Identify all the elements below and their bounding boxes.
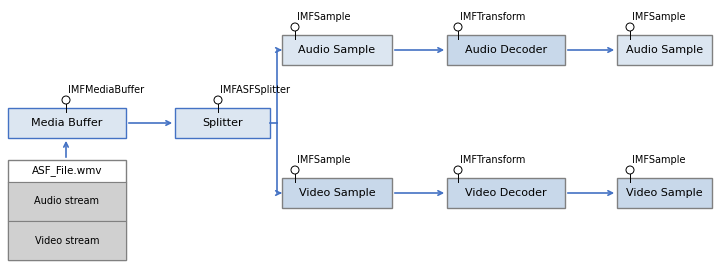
Bar	[617, 35, 712, 65]
Text: IMFASFSplitter: IMFASFSplitter	[220, 85, 290, 95]
Text: Video Sample: Video Sample	[626, 188, 702, 198]
Circle shape	[62, 96, 70, 104]
Text: Video stream: Video stream	[35, 235, 99, 245]
Text: ASF_File.wmv: ASF_File.wmv	[32, 166, 102, 176]
Bar	[617, 178, 712, 208]
Bar	[282, 178, 392, 208]
Text: Video Decoder: Video Decoder	[465, 188, 547, 198]
Text: Audio stream: Audio stream	[35, 197, 99, 206]
Text: IMFSample: IMFSample	[297, 155, 350, 165]
Circle shape	[626, 23, 634, 31]
Circle shape	[454, 166, 462, 174]
Bar	[8, 182, 126, 221]
Text: Media Buffer: Media Buffer	[32, 118, 103, 128]
Bar	[175, 108, 270, 138]
Bar	[8, 108, 126, 138]
Text: IMFSample: IMFSample	[632, 155, 685, 165]
Text: Audio Sample: Audio Sample	[298, 45, 375, 55]
Text: IMFSample: IMFSample	[297, 12, 350, 22]
Text: IMFTransform: IMFTransform	[460, 12, 526, 22]
Text: IMFSample: IMFSample	[632, 12, 685, 22]
Text: Audio Decoder: Audio Decoder	[465, 45, 547, 55]
Bar	[8, 221, 126, 260]
Text: Video Sample: Video Sample	[298, 188, 375, 198]
Circle shape	[626, 166, 634, 174]
Circle shape	[214, 96, 222, 104]
Bar	[8, 160, 126, 260]
Bar	[447, 35, 565, 65]
Circle shape	[291, 23, 299, 31]
Text: Audio Sample: Audio Sample	[626, 45, 703, 55]
Text: IMFMediaBuffer: IMFMediaBuffer	[68, 85, 144, 95]
Bar	[447, 178, 565, 208]
Text: IMFTransform: IMFTransform	[460, 155, 526, 165]
Text: Splitter: Splitter	[202, 118, 243, 128]
Bar	[282, 35, 392, 65]
Circle shape	[454, 23, 462, 31]
Circle shape	[291, 166, 299, 174]
